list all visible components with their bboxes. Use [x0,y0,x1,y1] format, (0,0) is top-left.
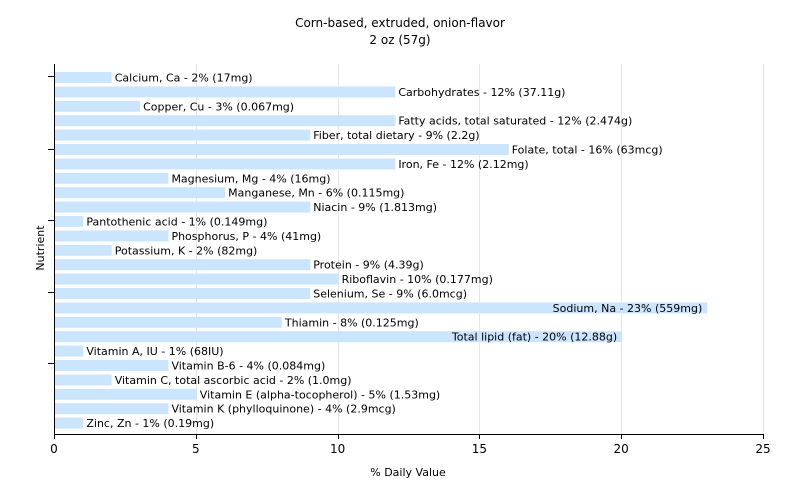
bar [55,403,169,415]
bar-label: Magnesium, Mg - 4% (16mg) [171,172,330,185]
bar-label: Riboflavin - 10% (0.177mg) [342,273,493,286]
bar-label: Thiamin - 8% (0.125mg) [284,316,419,329]
axes-group: 0 5 10 15 20 25 [48,64,771,456]
bar [55,115,396,127]
bar-label: Protein - 9% (4.39g) [313,259,424,272]
bar-label: Vitamin E (alpha-tocopherol) - 5% (1.53m… [200,388,440,401]
x-tick-label: 25 [755,442,770,456]
bar [55,100,141,112]
chart-title: Corn-based, extruded, onion-flavor [295,16,505,30]
bar-label: Sodium, Na - 23% (559mg) [553,302,703,315]
bar [55,360,169,371]
bar [55,388,197,400]
bar-label: Vitamin K (phylloquinone) - 4% (2.9mcg) [171,403,395,416]
bar [55,201,311,213]
x-tick-label: 5 [192,442,200,456]
bar [55,86,396,98]
x-tick-label: 0 [50,442,58,456]
bar [55,72,112,83]
bar [55,259,311,271]
bar [55,374,112,386]
bar [55,331,623,343]
bar [55,129,311,141]
bar [55,316,282,328]
bar [55,216,84,227]
x-axis-title: % Daily Value [370,466,446,479]
bar-label: Pantothenic acid - 1% (0.149mg) [86,216,267,229]
bar [55,302,708,314]
bar-label: Vitamin C, total ascorbic acid - 2% (1.0… [115,374,352,387]
bar-label: Zinc, Zn - 1% (0.19mg) [86,417,214,430]
bar [55,345,84,357]
bar-label: Fiber, total dietary - 9% (2.2g) [313,129,479,142]
bar-label: Selenium, Se - 9% (6.0mcg) [313,288,467,301]
bar-label: Manganese, Mn - 6% (0.115mg) [228,187,404,200]
x-tick-label: 15 [472,442,487,456]
bar [55,158,396,170]
bar-label: Iron, Fe - 12% (2.12mg) [398,158,528,171]
x-tick-label: 20 [614,442,629,456]
bar-label: Calcium, Ca - 2% (17mg) [115,72,253,85]
bar [55,230,169,242]
x-tick-label: 10 [330,442,345,456]
bar [55,273,339,285]
chart-subtitle: 2 oz (57g) [369,33,431,47]
bar [55,417,84,429]
bar-label: Vitamin A, IU - 1% (68IU) [86,345,223,358]
bar [55,144,509,155]
bar-label: Niacin - 9% (1.813mg) [313,201,437,214]
bar [55,244,112,256]
bar-label: Total lipid (fat) - 20% (12.88g) [451,331,617,344]
bar-label: Copper, Cu - 3% (0.067mg) [143,100,294,113]
y-axis-title: Nutrient [34,225,47,271]
bar [55,187,226,199]
bar-label: Potassium, K - 2% (82mg) [115,244,258,257]
bar-label: Phosphorus, P - 4% (41mg) [171,230,321,243]
bar [55,288,311,299]
bar-label: Fatty acids, total saturated - 12% (2.47… [398,115,632,128]
bar-label: Vitamin B-6 - 4% (0.084mg) [171,360,325,373]
bar [55,172,169,184]
bar-label: Carbohydrates - 12% (37.11g) [398,86,565,99]
bar-label: Folate, total - 16% (63mcg) [512,144,663,157]
bars-group: Calcium, Ca - 2% (17mg) Carbohydrates - 1… [55,72,708,430]
